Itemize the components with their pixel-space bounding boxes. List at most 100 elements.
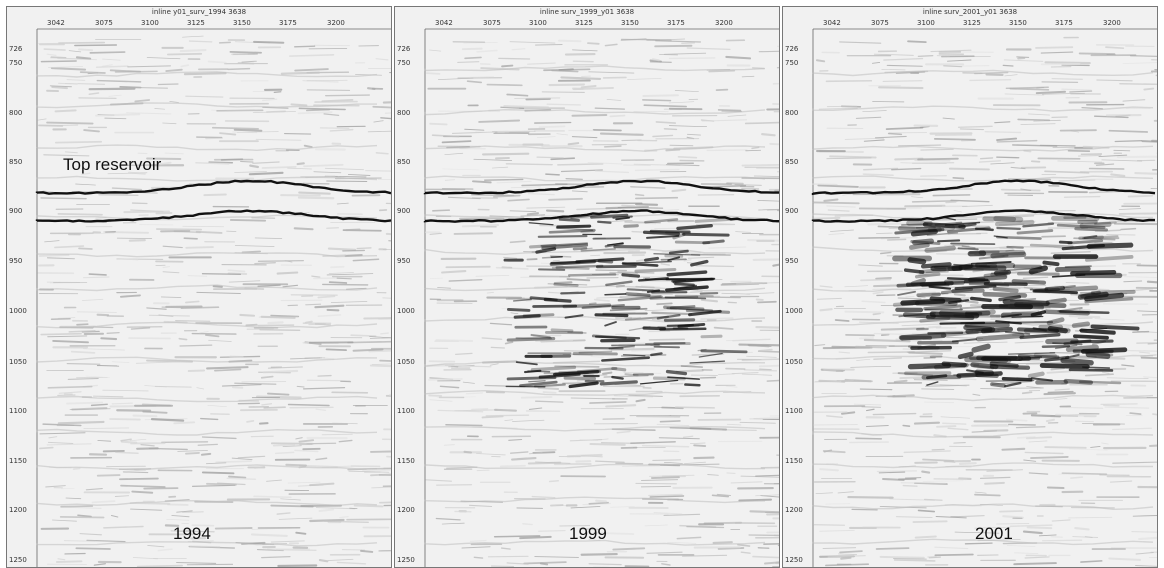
reflector-streak <box>878 86 924 90</box>
reflector-streak <box>206 482 237 486</box>
amplitude-anomaly <box>597 220 612 224</box>
reflector-streak <box>900 162 947 165</box>
amplitude-anomaly <box>1054 266 1091 273</box>
reflector-streak <box>646 551 683 554</box>
reflector-streak <box>216 109 264 112</box>
reflector-streak <box>348 470 390 473</box>
reflector-streak <box>903 450 951 454</box>
reflector-streak <box>128 239 146 242</box>
reflector-streak <box>740 551 751 554</box>
amplitude-anomaly <box>983 282 1028 286</box>
reflector-streak <box>863 139 885 142</box>
reflector-streak <box>44 240 60 243</box>
reflector-streak <box>663 128 678 131</box>
reflector-streak <box>674 90 699 92</box>
amplitude-anomaly <box>575 257 625 264</box>
reflector-streak <box>233 128 263 132</box>
reflector-streak <box>79 71 106 74</box>
reflector-streak <box>676 536 702 540</box>
reflector-streak <box>503 105 550 109</box>
reflector-streak <box>612 547 646 551</box>
reflector-streak <box>158 161 172 166</box>
reflector-streak <box>958 462 977 465</box>
reflector-streak <box>201 273 242 275</box>
seismic-layer <box>36 395 378 403</box>
reflector-streak <box>326 273 374 276</box>
reflector-streak <box>328 281 348 284</box>
amplitude-anomaly <box>700 349 748 354</box>
reflector-streak <box>942 117 955 120</box>
amplitude-anomaly <box>905 281 954 287</box>
reflector-streak <box>521 183 568 187</box>
reflector-streak <box>1008 423 1036 426</box>
reflector-streak <box>262 106 289 109</box>
y-tick-label: 850 <box>9 158 23 166</box>
reflector-streak <box>677 155 698 159</box>
reflector-streak <box>215 460 252 464</box>
amplitude-anomaly <box>1090 289 1136 295</box>
reflector-streak <box>212 285 223 288</box>
reflector-streak <box>1041 81 1079 84</box>
amplitude-anomaly <box>954 284 997 290</box>
reflector-streak <box>769 142 779 146</box>
reflector-streak <box>162 266 170 269</box>
reflector-streak <box>500 106 525 110</box>
reflector-streak <box>859 388 893 391</box>
amplitude-anomaly <box>907 362 952 370</box>
reflector-streak <box>588 501 609 505</box>
reflector-streak <box>593 531 635 536</box>
reflector-streak <box>1028 440 1048 443</box>
top-reservoir-horizon <box>423 179 779 195</box>
reflector-streak <box>1024 451 1064 455</box>
seismic-section-2001 <box>811 28 1157 567</box>
reflector-streak <box>89 51 126 54</box>
y-tick-label: 950 <box>785 257 799 265</box>
reflector-streak <box>325 94 371 97</box>
reflector-streak <box>874 135 907 139</box>
reflector-streak <box>362 469 391 471</box>
reflector-streak <box>1051 519 1071 522</box>
reflector-streak <box>490 346 505 349</box>
reflector-streak <box>693 444 707 447</box>
reflector-streak <box>629 222 657 225</box>
reflector-streak <box>516 507 544 510</box>
reflector-streak <box>328 271 354 275</box>
reflector-streak <box>88 92 100 95</box>
reflector-streak <box>922 338 943 341</box>
reflector-streak <box>379 501 391 504</box>
reflector-streak <box>552 259 560 262</box>
reflector-streak <box>1110 173 1126 178</box>
reflector-streak <box>123 210 170 214</box>
reflector-streak <box>506 93 529 97</box>
reflector-streak <box>712 541 733 545</box>
amplitude-anomaly <box>996 226 1021 230</box>
amplitude-anomaly <box>912 238 934 246</box>
reflector-streak <box>1143 376 1157 379</box>
reflector-streak <box>998 223 1025 226</box>
reflector-streak <box>683 259 692 262</box>
reflector-streak <box>85 487 103 491</box>
reflector-streak <box>383 504 391 507</box>
reflector-streak <box>1094 229 1121 233</box>
seismic-layer <box>812 245 1154 253</box>
reflector-streak <box>228 280 261 283</box>
reflector-streak <box>275 549 317 551</box>
reflector-streak <box>1061 472 1108 476</box>
reflector-streak <box>1047 390 1074 394</box>
x-tick-label: 3150 <box>1009 19 1027 27</box>
amplitude-anomaly <box>615 216 630 221</box>
reflector-streak <box>913 421 940 425</box>
reflector-streak <box>95 65 129 68</box>
reflector-streak <box>58 391 82 394</box>
reflector-streak <box>1137 310 1157 313</box>
reflector-streak <box>920 148 954 151</box>
reflector-streak <box>306 79 348 82</box>
reflector-streak <box>313 171 342 174</box>
reflector-streak <box>382 297 391 299</box>
amplitude-anomaly <box>685 308 731 314</box>
reflector-streak <box>447 196 481 200</box>
amplitude-anomaly <box>971 343 991 353</box>
reflector-streak <box>537 386 560 390</box>
reflector-streak <box>282 445 302 447</box>
reflector-streak <box>727 114 747 117</box>
